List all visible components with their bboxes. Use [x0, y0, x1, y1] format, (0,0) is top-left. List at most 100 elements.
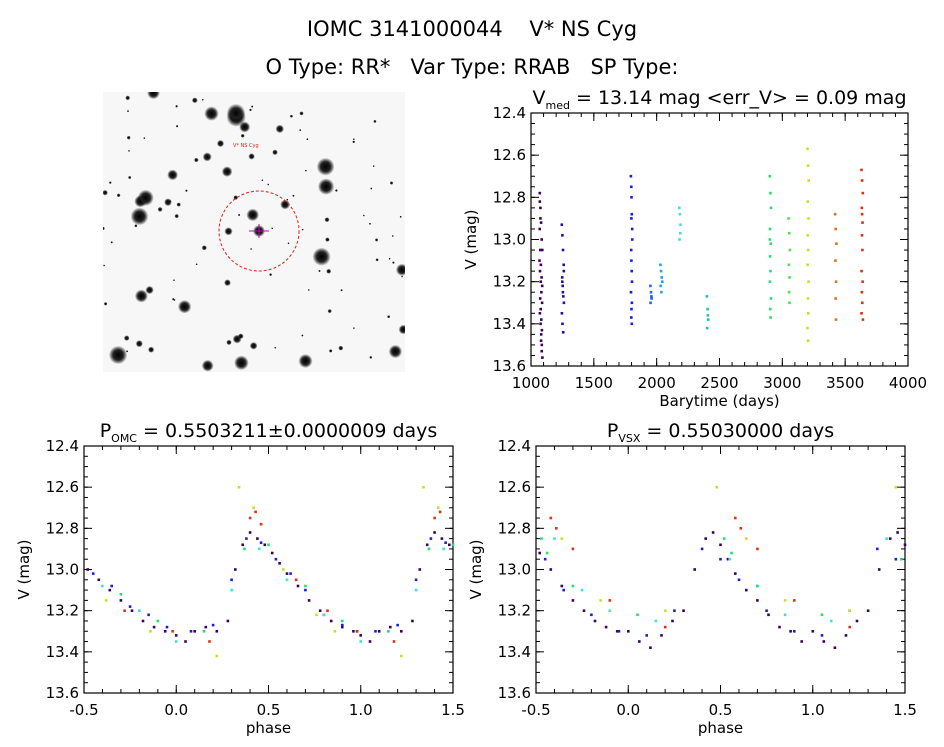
star: [388, 257, 391, 260]
data-point: [650, 297, 653, 300]
star: [164, 198, 172, 207]
star: [126, 110, 130, 113]
data-point: [538, 297, 542, 300]
data-point: [561, 322, 564, 326]
star: [204, 106, 219, 121]
data-point: [259, 522, 263, 526]
data-point: [679, 223, 682, 226]
data-point: [833, 212, 837, 216]
y-tick-label: 13.0: [46, 561, 79, 579]
x-tick-label: 0.0: [164, 701, 188, 719]
data-point: [630, 307, 633, 311]
data-point: [341, 623, 344, 627]
plot-frame: [535, 445, 906, 694]
data-point: [561, 234, 564, 237]
series-0: [86, 531, 451, 643]
data-point: [783, 613, 787, 617]
data-point: [539, 339, 543, 342]
data-point: [562, 263, 565, 267]
data-point: [769, 242, 773, 245]
data-point: [561, 248, 565, 252]
data-point: [374, 630, 377, 633]
data-point: [448, 543, 451, 547]
data-point: [649, 301, 652, 305]
data-point: [888, 537, 892, 540]
star: [298, 354, 313, 368]
data-point: [101, 584, 104, 588]
data-point: [793, 630, 796, 633]
star: [316, 157, 335, 176]
data-point: [296, 584, 300, 588]
data-point: [165, 625, 169, 629]
data-point: [553, 537, 556, 540]
star: [269, 273, 273, 277]
data-point: [400, 630, 403, 633]
x-tick-label: 1.0: [801, 701, 825, 719]
star: [387, 315, 391, 319]
data-point: [560, 276, 564, 279]
x-axis-label: phase: [246, 719, 291, 737]
data-point: [645, 634, 648, 637]
data-point: [806, 326, 809, 330]
star: [125, 95, 131, 101]
data-point: [304, 588, 307, 592]
x-tick-label: 3000: [763, 374, 801, 392]
data-point: [661, 280, 664, 283]
data-point: [788, 248, 792, 252]
data-point: [341, 625, 344, 629]
object-label: V* NS Cyg: [233, 143, 259, 149]
star: [169, 200, 172, 203]
data-point: [833, 646, 837, 649]
star: [143, 137, 146, 140]
data-point: [189, 630, 193, 633]
x-tick-label: 1.0: [349, 701, 373, 719]
data-point: [739, 527, 743, 530]
star: [224, 227, 233, 236]
series-1: [560, 223, 566, 334]
data-point: [211, 623, 215, 627]
data-point: [389, 625, 392, 629]
data-point: [418, 568, 422, 571]
data-point: [728, 557, 731, 561]
star: [123, 335, 130, 341]
series-3: [119, 543, 455, 633]
data-point: [630, 217, 633, 220]
star: [126, 350, 129, 353]
data-point: [861, 248, 864, 252]
data-point: [560, 223, 564, 226]
data-point: [215, 630, 219, 633]
data-point: [806, 200, 809, 203]
data-point: [560, 584, 564, 588]
data-point: [174, 634, 178, 637]
x-tick-label: 2000: [638, 374, 676, 392]
data-point: [433, 516, 436, 520]
star: [201, 359, 214, 372]
star: [287, 242, 290, 245]
chart-panel-1: -0.5 0.0 0.5 1.0 1.5 12.4 12.6 12.8 13.0 13.2 13.4…: [15, 420, 465, 737]
series-4: [560, 485, 898, 612]
data-point: [778, 625, 781, 629]
data-point: [788, 301, 791, 305]
data-point: [659, 284, 662, 288]
data-point: [104, 599, 108, 602]
star: [232, 334, 242, 344]
data-point: [630, 185, 633, 189]
star: [251, 105, 254, 108]
data-point: [787, 217, 790, 220]
data-point: [208, 640, 211, 643]
data-point: [604, 625, 608, 629]
star: [301, 334, 304, 337]
data-point: [860, 234, 864, 237]
star: [194, 157, 199, 163]
series-0: [538, 531, 907, 649]
data-point: [705, 326, 709, 330]
data-point: [254, 510, 257, 514]
star: [335, 189, 338, 192]
data-point: [706, 318, 710, 321]
data-point: [860, 179, 864, 182]
data-point: [359, 640, 362, 643]
data-point: [638, 640, 641, 643]
y-tick-label: 13.6: [493, 357, 526, 375]
star: [324, 217, 330, 223]
data-point: [278, 562, 281, 565]
